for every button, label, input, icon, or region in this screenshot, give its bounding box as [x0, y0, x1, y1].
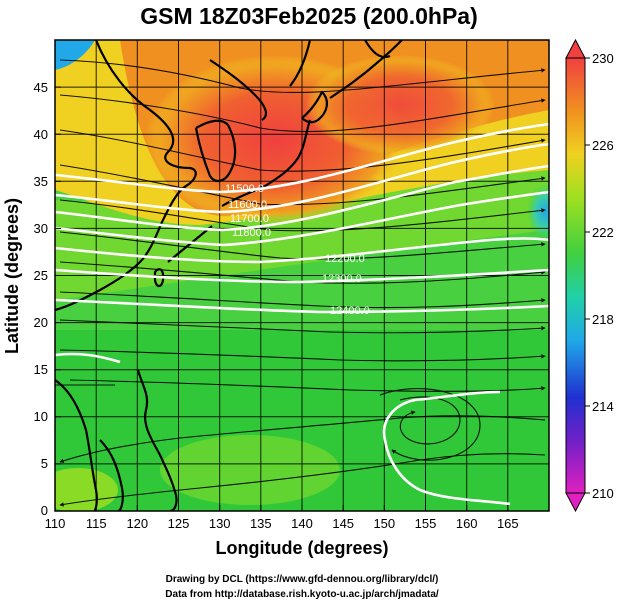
streamline [59, 349, 546, 362]
x-tick-label: 110 [45, 516, 66, 531]
contour-label: 11800.0 [232, 227, 271, 239]
y-tick-label: 20 [34, 315, 48, 330]
x-tick-label: 130 [209, 516, 231, 531]
y-tick-label: 25 [34, 268, 48, 283]
colorbar-tick-label: 210 [592, 486, 614, 501]
streamline [59, 231, 546, 260]
streamline [59, 164, 546, 206]
x-tick-label: 120 [126, 516, 148, 531]
coastline-japan-hokkaido [301, 90, 328, 124]
credit-data-source: Data from http://database.rish.kyoto-u.a… [165, 589, 439, 600]
y-tick-label: 5 [41, 456, 48, 471]
y-tick-label: 35 [34, 174, 48, 189]
coastlines [55, 40, 403, 511]
height-contours [55, 122, 549, 506]
streamline [59, 94, 546, 133]
streamline [59, 453, 546, 507]
streamline [59, 199, 546, 232]
coastline-philippines [136, 369, 178, 511]
temperature-minimum-east [527, 184, 549, 240]
x-tick-label: 115 [86, 516, 107, 531]
contour-line [382, 390, 511, 506]
plot-area: 11500.0 11600.0 11700.0 11800.0 12200.0 … [55, 40, 549, 511]
colorbar-top-arrow [565, 38, 586, 59]
y-tick-labels: 0 5 10 15 20 25 30 35 40 45 [34, 80, 48, 518]
coastline-borneo [99, 439, 124, 511]
streamline [59, 129, 546, 172]
x-axis [54, 505, 509, 511]
x-tick-label: 135 [250, 516, 272, 531]
contour-label: 12300.0 [322, 273, 362, 285]
coastline-indochina [55, 379, 98, 511]
credit-drawing: Drawing by DCL (https://www.gfd-dennou.o… [166, 574, 439, 585]
streamline [59, 59, 546, 94]
wind-streamlines [59, 59, 546, 507]
cold-corner-northwest [55, 40, 95, 70]
x-tick-label: 125 [168, 516, 190, 531]
contour-line [55, 142, 549, 214]
contour-label: 11500.0 [225, 183, 264, 195]
streamline [59, 319, 546, 334]
y-tick-label: 10 [34, 409, 48, 424]
y-axis-title: Latitude (degrees) [2, 198, 22, 354]
contour-line [55, 122, 549, 194]
contour-line [55, 190, 549, 247]
y-tick-label: 0 [41, 503, 48, 518]
contour-line [55, 268, 549, 284]
contour-line [55, 298, 549, 314]
x-tick-label: 155 [415, 516, 437, 531]
contour-label: 11600.0 [228, 199, 267, 211]
streamline [59, 415, 546, 463]
coastline-china [55, 40, 197, 312]
x-tick-label: 160 [456, 516, 478, 531]
colorbar-tick-label: 222 [592, 225, 614, 240]
x-axis-title: Longitude (degrees) [215, 538, 388, 558]
contour-label: 12400.0 [330, 305, 370, 317]
x-tick-label: 150 [373, 516, 395, 531]
map-grid [55, 40, 549, 511]
x-tick-label: 140 [291, 516, 313, 531]
contour-label: 12200.0 [325, 253, 365, 265]
warm-spot-southwest [55, 468, 118, 511]
map-title: GSM 18Z03Feb2025 (200.0hPa) [140, 3, 478, 29]
y-tick-label: 15 [34, 362, 48, 377]
colorbar-tick-label: 218 [592, 312, 614, 327]
x-tick-labels: 110 115 120 125 130 135 140 145 150 155 … [45, 516, 519, 531]
streamline [379, 388, 481, 461]
colorbar-scale [565, 57, 586, 494]
y-tick-label: 40 [34, 127, 48, 142]
contour-line [55, 237, 549, 264]
colorbar-tick-label: 230 [592, 51, 614, 66]
warm-spot-south [160, 435, 340, 505]
colorbar: 210 214 218 222 226 230 [565, 38, 614, 513]
contour-line [55, 352, 121, 364]
x-tick-label: 165 [497, 516, 519, 531]
y-tick-label: 30 [34, 221, 48, 236]
coastline-russia [209, 59, 268, 121]
contour-line [55, 164, 549, 232]
y-tick-label: 45 [34, 80, 48, 95]
colorbar-tick-label: 214 [592, 399, 614, 414]
x-tick-label: 145 [332, 516, 354, 531]
y-axis [55, 86, 61, 512]
colorbar-tick-label: 226 [592, 138, 614, 153]
colorbar-bottom-arrow [565, 492, 586, 513]
coastline-korea [194, 119, 237, 182]
coastline-kamchatka [364, 40, 391, 59]
streamline [69, 379, 546, 392]
contour-label: 11700.0 [230, 213, 269, 225]
coastline-sakhalin [289, 40, 312, 87]
coastline-kurils [329, 40, 403, 99]
streamline [59, 291, 546, 309]
contour-labels: 11500.0 11600.0 11700.0 11800.0 12200.0 … [225, 183, 370, 317]
coastline-japan-honshu [221, 119, 312, 207]
